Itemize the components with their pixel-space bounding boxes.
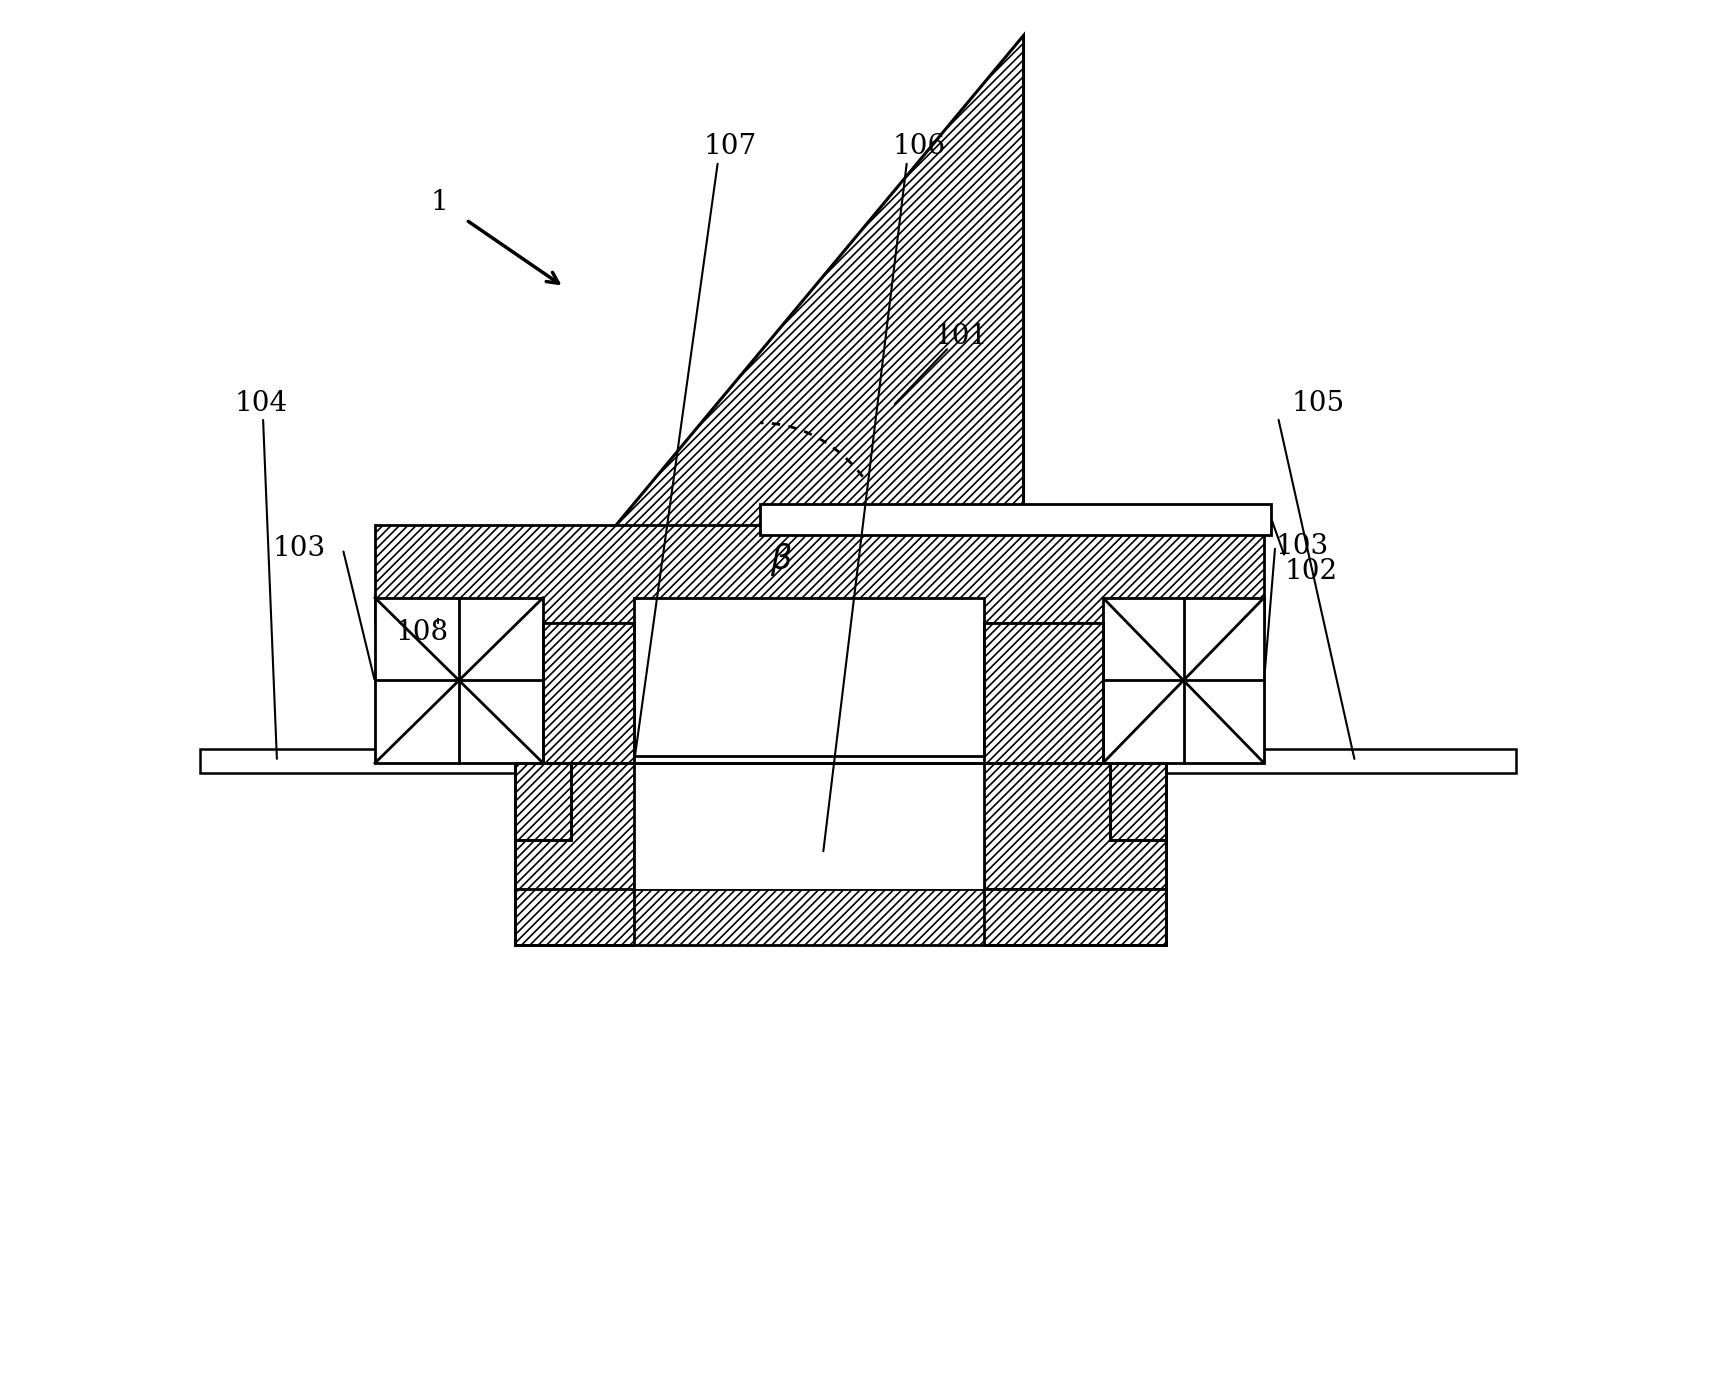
Text: 104: 104 bbox=[235, 389, 288, 417]
Polygon shape bbox=[983, 623, 1103, 763]
Bar bbox=[1103, 598, 1265, 763]
Text: 107: 107 bbox=[704, 133, 757, 161]
Polygon shape bbox=[983, 763, 1165, 889]
Polygon shape bbox=[558, 35, 1023, 595]
Polygon shape bbox=[515, 763, 633, 945]
Polygon shape bbox=[542, 623, 633, 763]
Polygon shape bbox=[983, 763, 1165, 840]
Text: 106: 106 bbox=[892, 133, 946, 161]
Text: 1: 1 bbox=[431, 189, 450, 216]
Text: 108: 108 bbox=[396, 619, 450, 647]
Bar bbox=[633, 598, 983, 756]
Bar bbox=[760, 504, 1272, 535]
Polygon shape bbox=[515, 763, 571, 840]
Text: 103: 103 bbox=[1275, 532, 1328, 560]
Bar bbox=[201, 749, 542, 773]
Text: $\beta$: $\beta$ bbox=[770, 542, 793, 578]
Text: 105: 105 bbox=[1292, 389, 1345, 417]
Text: 101: 101 bbox=[935, 322, 988, 350]
Bar bbox=[633, 763, 983, 889]
Bar bbox=[1103, 749, 1515, 773]
Polygon shape bbox=[1110, 763, 1165, 840]
Polygon shape bbox=[515, 889, 1165, 945]
Polygon shape bbox=[376, 525, 1265, 623]
Text: 102: 102 bbox=[1285, 557, 1338, 585]
Text: 103: 103 bbox=[273, 535, 326, 563]
Bar bbox=[376, 598, 542, 763]
Polygon shape bbox=[515, 763, 633, 840]
